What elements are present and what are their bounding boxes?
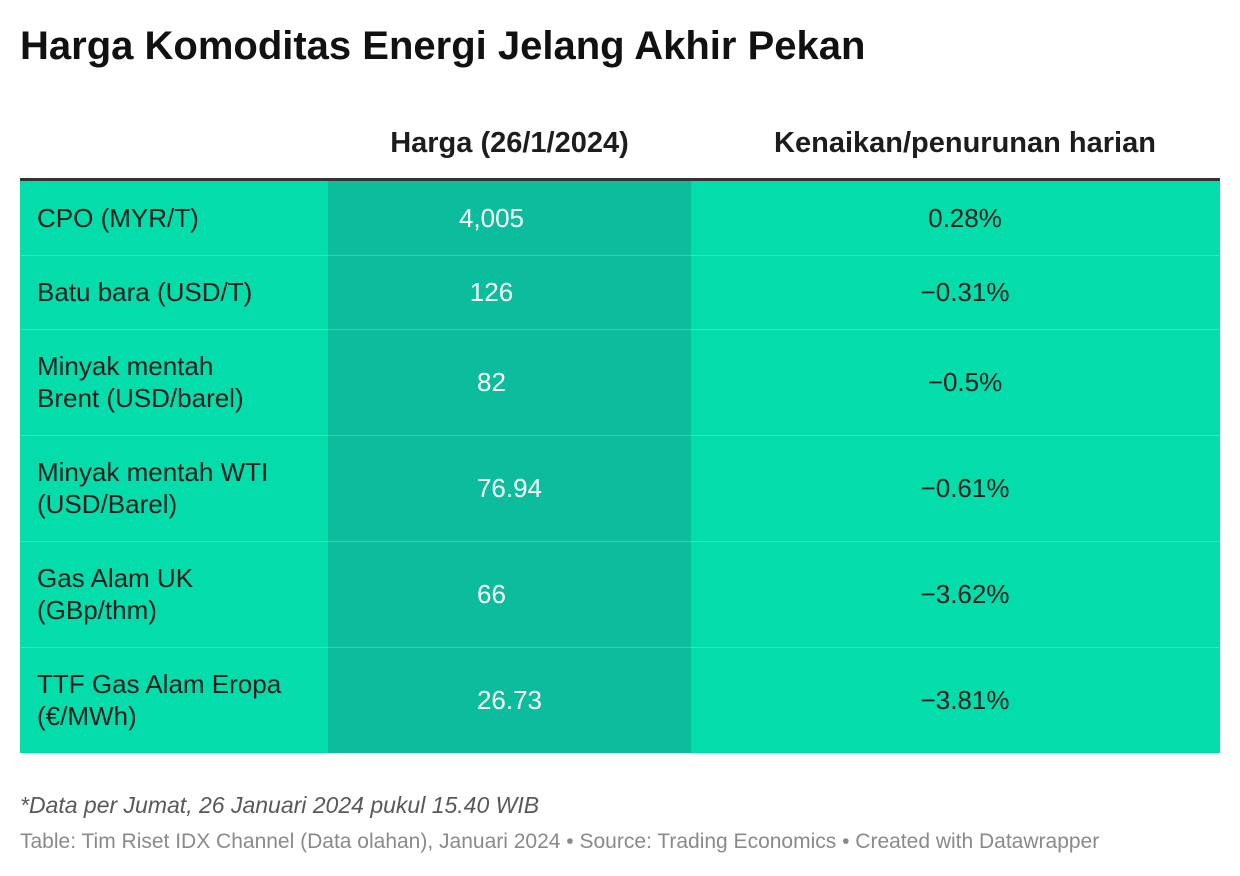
change-cell: −0.61% xyxy=(691,435,1220,541)
price-value: 26.73 xyxy=(476,684,543,715)
change-value: −3.62% xyxy=(920,578,1010,609)
commodity-label: Minyak mentah WTI (USD/Barel) xyxy=(20,435,328,541)
price-value: 76.94 xyxy=(476,472,543,503)
header-row: Harga (26/1/2024) Kenaikan/penurunan har… xyxy=(20,118,1220,168)
table-row: Gas Alam UK (GBp/thm) 66 −3.62% xyxy=(20,541,1220,647)
commodity-label: CPO (MYR/T) xyxy=(20,181,328,255)
price-cell: 76.94 xyxy=(328,435,691,541)
source-byline: Table: Tim Riset IDX Channel (Data olaha… xyxy=(20,830,1100,853)
price-value: 82 xyxy=(477,366,506,397)
commodity-label: Minyak mentah Brent (USD/barel) xyxy=(20,329,328,435)
change-cell: 0.28% xyxy=(691,181,1220,255)
price-cell: 82 xyxy=(328,329,691,435)
change-cell: −0.31% xyxy=(691,255,1220,329)
header-spacer xyxy=(20,118,328,168)
price-cell: 66 xyxy=(328,541,691,647)
commodity-label: TTF Gas Alam Eropa (€/MWh) xyxy=(20,647,328,753)
price-cell: 126 xyxy=(328,255,691,329)
change-value: −0.31% xyxy=(920,276,1010,307)
change-value: 0.28% xyxy=(928,202,1002,233)
column-header-change: Kenaikan/penurunan harian xyxy=(774,127,1156,159)
price-value: 126 xyxy=(469,276,514,307)
chart-title: Harga Komoditas Energi Jelang Akhir Peka… xyxy=(20,24,866,68)
table-row: Minyak mentah Brent (USD/barel) 82 −0.5% xyxy=(20,329,1220,435)
commodity-label: Gas Alam UK (GBp/thm) xyxy=(20,541,328,647)
price-value: 66 xyxy=(477,578,506,609)
table-notes: *Data per Jumat, 26 Januari 2024 pukul 1… xyxy=(20,792,540,818)
change-cell: −3.62% xyxy=(691,541,1220,647)
price-value: 4,005 xyxy=(458,202,525,233)
table-row: TTF Gas Alam Eropa (€/MWh) 26.73 −3.81% xyxy=(20,647,1220,753)
commodity-label: Batu bara (USD/T) xyxy=(20,255,328,329)
column-header-price: Harga (26/1/2024) xyxy=(390,127,629,159)
commodity-price-table: Harga (26/1/2024) Kenaikan/penurunan har… xyxy=(20,118,1220,753)
change-value: −0.61% xyxy=(920,472,1010,503)
change-cell: −3.81% xyxy=(691,647,1220,753)
price-cell: 26.73 xyxy=(328,647,691,753)
price-cell: 4,005 xyxy=(328,181,691,255)
table-row: CPO (MYR/T) 4,005 0.28% xyxy=(20,181,1220,255)
change-cell: −0.5% xyxy=(691,329,1220,435)
change-value: −3.81% xyxy=(920,684,1010,715)
table-row: Minyak mentah WTI (USD/Barel) 76.94 −0.6… xyxy=(20,435,1220,541)
header-divider xyxy=(20,178,1220,181)
change-value: −0.5% xyxy=(927,366,1003,397)
table-row: Batu bara (USD/T) 126 −0.31% xyxy=(20,255,1220,329)
